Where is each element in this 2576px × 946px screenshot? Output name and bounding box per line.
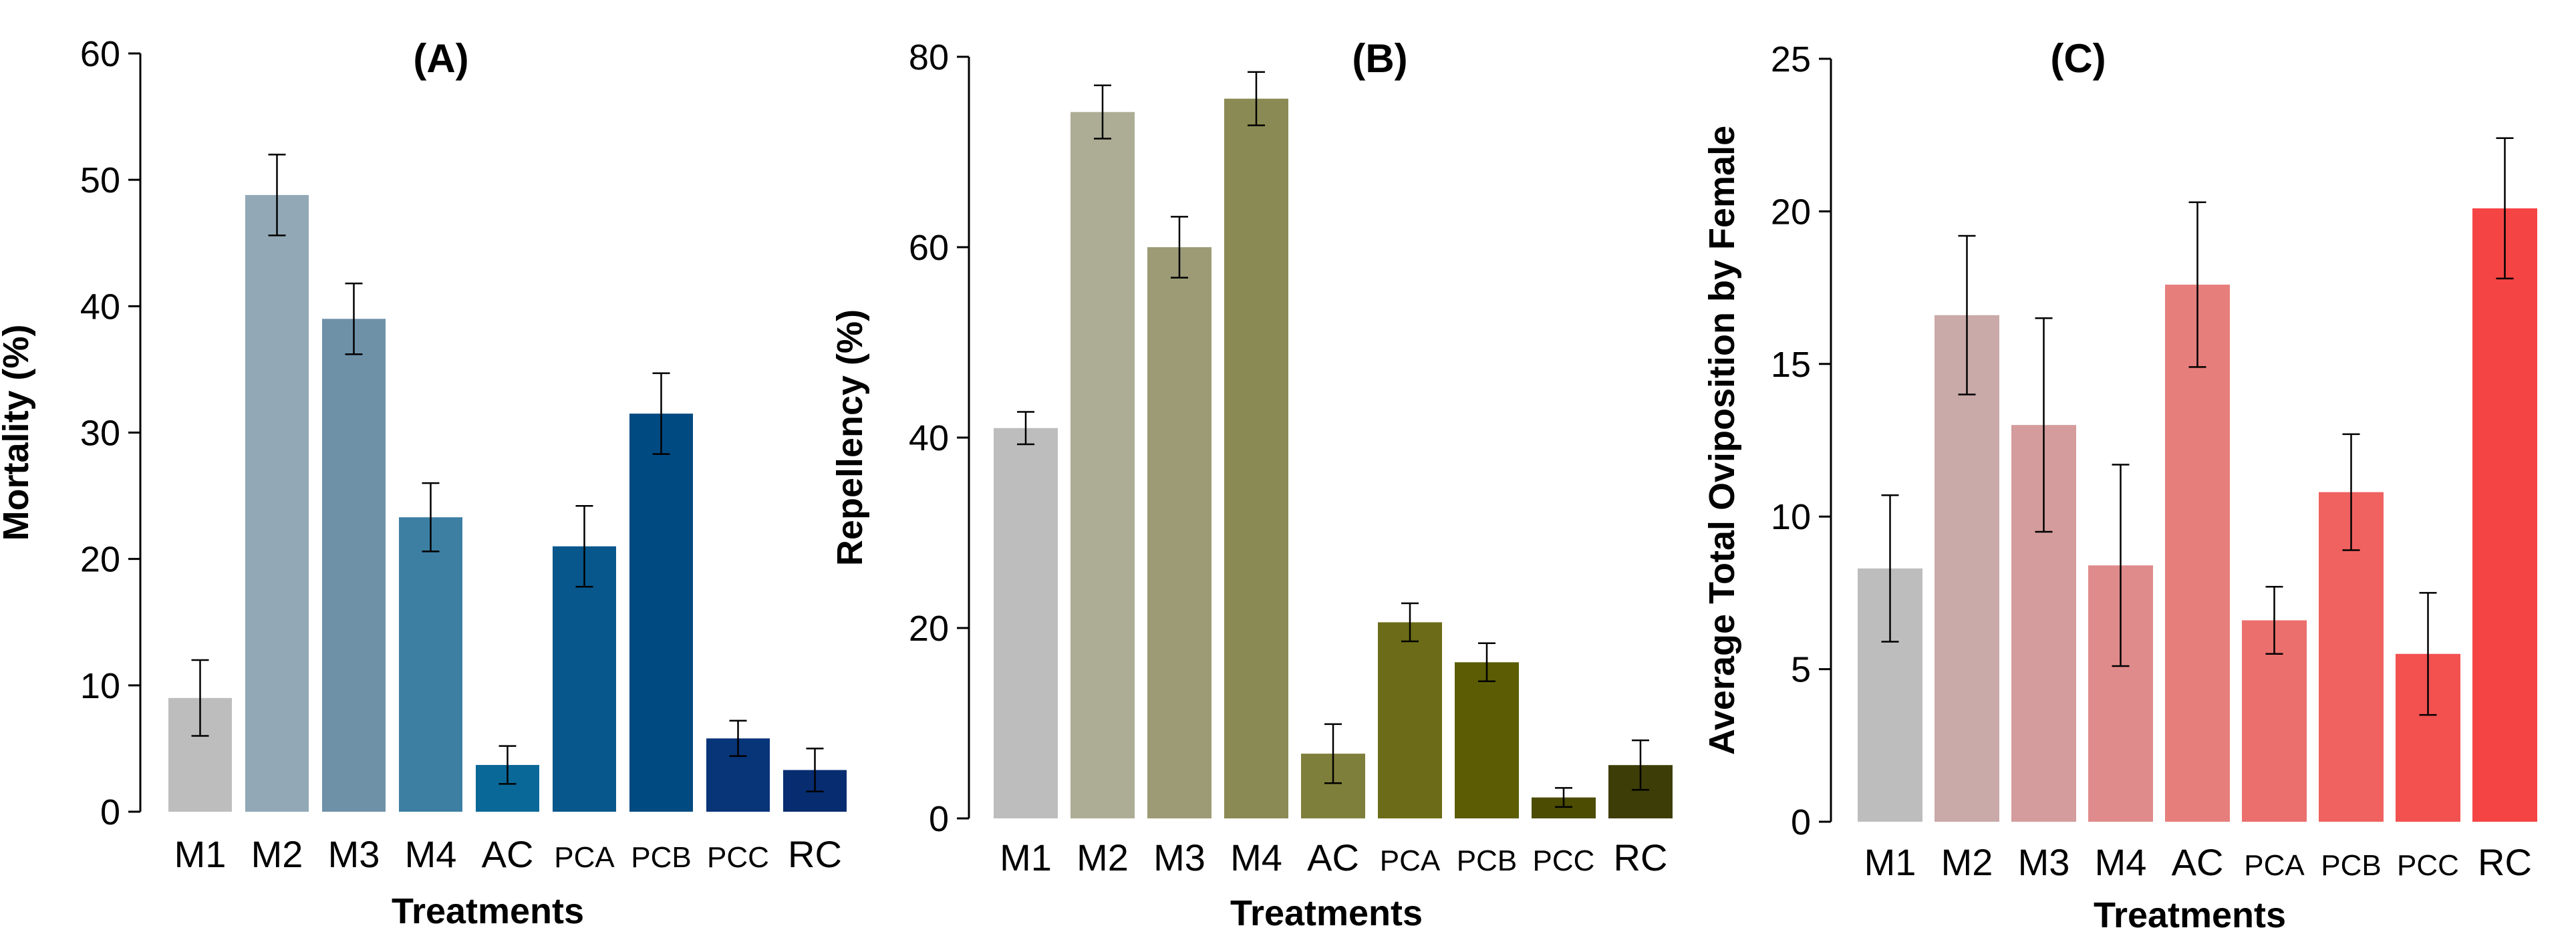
y-axis-title: Repellency (%) xyxy=(830,309,870,566)
y-tick-label: 40 xyxy=(80,287,120,327)
y-tick-label: 0 xyxy=(1791,802,1811,842)
y-tick-label: 60 xyxy=(80,34,120,74)
error-bar-rc xyxy=(2496,137,2514,280)
x-tick-label: PCB xyxy=(2321,849,2381,882)
bar-m2 xyxy=(1935,315,1999,822)
error-bar-ac xyxy=(2188,201,2206,368)
error-bar-pcc xyxy=(2419,592,2437,716)
y-tick-label: 0 xyxy=(929,799,949,839)
x-tick-label: PCC xyxy=(1533,844,1595,877)
error-bar-pca xyxy=(575,504,593,588)
x-tick-label: M1 xyxy=(1000,836,1052,879)
y-tick-label: 40 xyxy=(909,418,949,458)
y-tick-label: 20 xyxy=(909,609,949,649)
chart-b: 0 20 40 60 80 M1 M2 M3 M4 AC PCA PCB PCC RC (B) Treatme… xyxy=(830,36,1673,933)
x-tick-label: M4 xyxy=(2095,841,2147,883)
error-bar-m4 xyxy=(1248,71,1265,126)
y-tick-label: 15 xyxy=(1771,345,1811,385)
bar-pca xyxy=(553,546,616,812)
y-tick-label: 10 xyxy=(80,666,120,706)
x-tick-label: AC xyxy=(482,833,534,875)
error-bar-m4 xyxy=(422,482,440,553)
x-tick-label: PCC xyxy=(707,841,769,874)
y-axis-title: Average Total Oviposition by Female xyxy=(1702,126,1742,755)
bar-ac xyxy=(2165,285,2230,822)
y-tick-label: 60 xyxy=(909,228,949,268)
y-axis-title: Mortality (%) xyxy=(0,325,36,541)
x-tick-label: M3 xyxy=(2018,841,2070,883)
x-tick-label: RC xyxy=(1614,836,1668,879)
bar-m3 xyxy=(1147,247,1211,818)
y-tick-label: 80 xyxy=(909,37,949,77)
y-tick-label: 0 xyxy=(100,792,120,832)
error-bar-rc xyxy=(1632,739,1649,791)
x-tick-label: AC xyxy=(1307,836,1359,879)
bar-m1 xyxy=(994,428,1058,818)
error-bar-m3 xyxy=(2035,317,2053,533)
x-tick-label: M3 xyxy=(328,833,380,875)
error-bar-pcc xyxy=(1555,787,1572,808)
error-bar-m2 xyxy=(1958,234,1976,396)
error-bar-pca xyxy=(1401,602,1419,643)
bar-pcb xyxy=(629,414,693,812)
error-bar-pcb xyxy=(1478,642,1495,683)
x-tick-label: M1 xyxy=(174,833,227,875)
x-axis-title: Treatments xyxy=(2094,895,2286,935)
error-bar-m4 xyxy=(2112,464,2130,667)
y-tick-label: 50 xyxy=(80,160,120,200)
x-tick-label: M3 xyxy=(1153,836,1205,879)
x-tick-label: PCB xyxy=(631,841,691,874)
x-tick-label: PCB xyxy=(1457,844,1517,877)
x-axis-title: Treatments xyxy=(392,891,584,931)
x-tick-label: M4 xyxy=(405,833,457,875)
error-bar-m1 xyxy=(1881,494,1899,643)
error-bar-m2 xyxy=(1094,84,1111,140)
x-tick-label: M2 xyxy=(1941,841,1993,883)
bar-m4 xyxy=(399,517,462,812)
error-bar-m3 xyxy=(345,283,363,355)
x-tick-label: RC xyxy=(2478,841,2532,883)
x-tick-label: PCA xyxy=(2244,849,2305,882)
bar-pcb xyxy=(1455,662,1519,818)
chart-c: 0 5 10 15 20 25 M1 M2 M3 M4 AC PCA PCB PCC RC (C) Treatm… xyxy=(1702,36,2537,935)
error-bar-rc xyxy=(806,748,824,792)
y-tick-label: 10 xyxy=(1771,497,1811,537)
bar-rc xyxy=(2472,208,2537,822)
error-bar-pcc xyxy=(729,720,747,758)
x-tick-label: AC xyxy=(2172,841,2224,883)
panel-title: (B) xyxy=(1352,36,1407,81)
chart-a: 0 10 20 30 40 50 60 M1 M2 M3 M4 AC PCA PCB PCC RC (A) Tre… xyxy=(0,34,847,931)
bar-m2 xyxy=(245,194,309,812)
y-tick-label: 30 xyxy=(80,414,120,454)
error-bar-pcb xyxy=(2342,433,2360,551)
panel-title: (A) xyxy=(413,36,468,81)
x-tick-label: M1 xyxy=(1864,841,1916,883)
x-tick-label: PCC xyxy=(2397,849,2459,882)
error-bar-ac xyxy=(1324,723,1342,784)
x-tick-label: PCA xyxy=(554,841,615,874)
error-bar-m1 xyxy=(191,659,209,737)
x-axis-title: Treatments xyxy=(1230,893,1423,933)
y-tick-label: 5 xyxy=(1791,650,1811,690)
bar-m4 xyxy=(1224,98,1288,819)
y-tick-label: 20 xyxy=(80,540,120,580)
x-tick-label: M2 xyxy=(251,833,303,875)
error-bar-m2 xyxy=(268,154,286,236)
x-tick-label: RC xyxy=(788,833,842,875)
error-bar-pcb xyxy=(652,372,670,455)
panel-title: (C) xyxy=(2050,36,2106,81)
bar-pca xyxy=(1378,622,1442,818)
y-tick-label: 25 xyxy=(1771,39,1811,80)
y-tick-label: 20 xyxy=(1771,192,1811,232)
x-tick-label: PCA xyxy=(1380,844,1441,877)
bar-m2 xyxy=(1070,112,1135,818)
error-bar-m1 xyxy=(1017,411,1034,446)
error-bar-ac xyxy=(498,745,517,785)
x-tick-label: M2 xyxy=(1077,836,1129,879)
error-bar-pca xyxy=(2265,586,2283,655)
x-tick-label: M4 xyxy=(1230,836,1282,879)
bar-m3 xyxy=(322,319,386,812)
error-bar-m3 xyxy=(1171,216,1188,279)
